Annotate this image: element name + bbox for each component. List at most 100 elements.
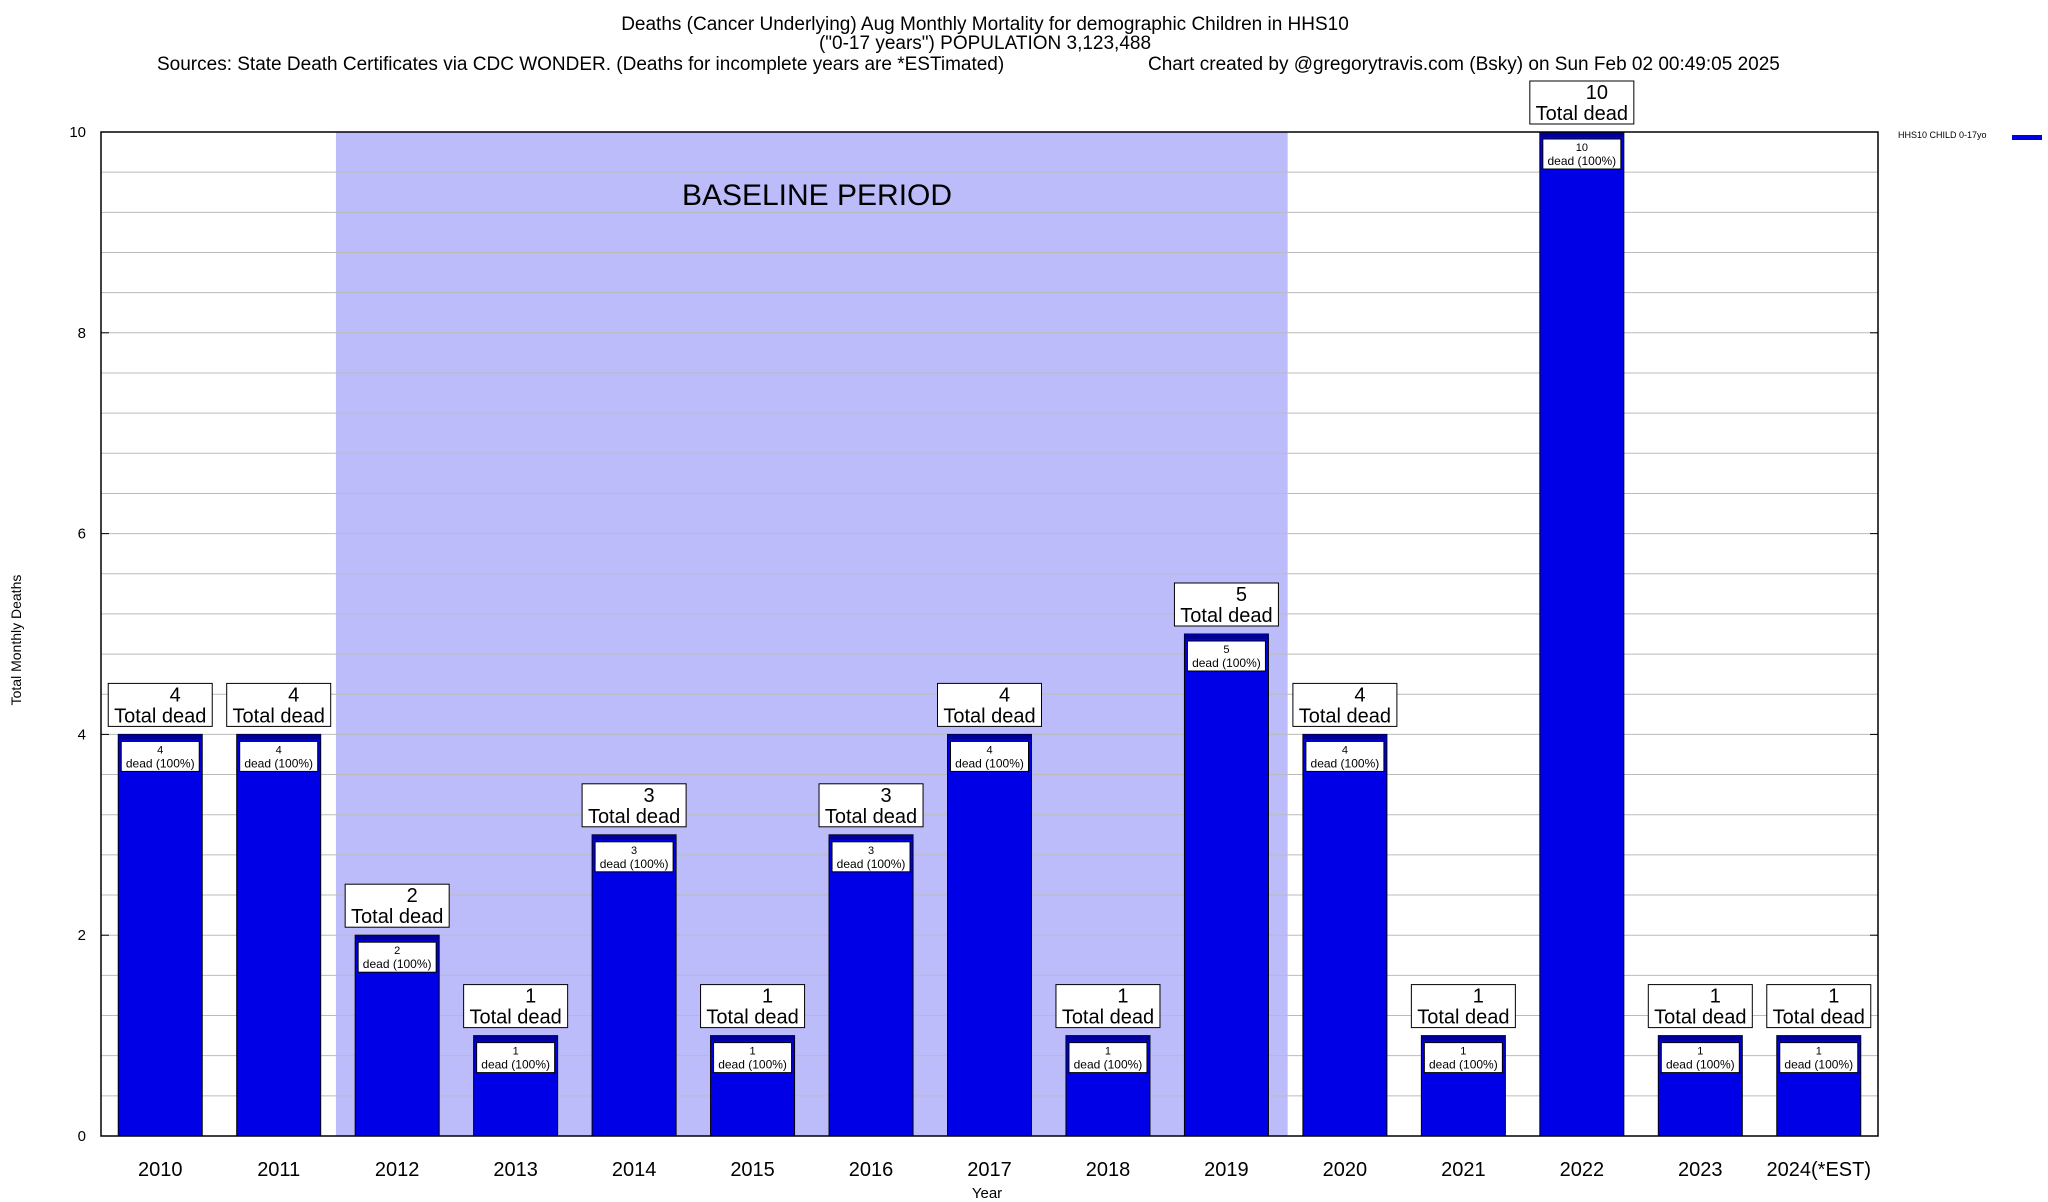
bar-top-edge [947, 734, 1032, 740]
total-label-value: 3 [880, 785, 891, 807]
total-label-box [700, 984, 806, 1029]
inner-label-value: 4 [1342, 744, 1348, 756]
total-label-text: Total dead [943, 705, 1035, 727]
x-tick-label: 2017 [967, 1159, 1012, 1181]
legend-swatch [2012, 135, 2042, 140]
total-label-box [226, 682, 332, 727]
inner-label-box [239, 740, 319, 772]
inner-label-box [831, 841, 911, 873]
inner-label-value: 1 [1105, 1046, 1111, 1058]
inner-label-text: dead (100%) [1784, 1058, 1853, 1072]
baseline-region [335, 132, 1288, 1136]
inner-label-text: dead (100%) [718, 1058, 787, 1072]
total-label-value: 1 [1117, 986, 1128, 1008]
bar-top-edge [829, 834, 914, 840]
bar [591, 834, 677, 1137]
x-tick-label: 2021 [1441, 1159, 1486, 1181]
x-tick-label: 2014 [612, 1159, 657, 1181]
x-tick-label: 2023 [1678, 1159, 1723, 1181]
y-tick-label: 6 [78, 526, 86, 543]
bar-top-edge [236, 734, 321, 740]
inner-label-box [713, 1042, 793, 1074]
chart-subtitle: ("0-17 years") POPULATION 3,123,488 [818, 33, 1152, 54]
x-tick-label: 2020 [1323, 1159, 1368, 1181]
inner-label-value: 4 [157, 744, 163, 756]
inner-label-value: 2 [394, 945, 400, 957]
bar-top-edge [473, 1035, 558, 1041]
x-tick-label: 2013 [493, 1159, 538, 1181]
total-label-box [344, 883, 450, 928]
total-label-text: Total dead [1299, 705, 1391, 727]
total-label-text: Total dead [351, 906, 443, 928]
inner-label-box [357, 941, 437, 973]
inner-label-text: dead (100%) [1074, 1058, 1143, 1072]
inner-label-value: 1 [750, 1046, 756, 1058]
inner-label-value: 3 [868, 845, 874, 857]
inner-label-text: dead (100%) [126, 756, 195, 770]
x-tick-label: 2019 [1204, 1159, 1249, 1181]
inner-label-box [476, 1042, 556, 1074]
x-axis-label: Year [971, 1185, 1003, 1202]
x-tick-label: 2022 [1560, 1159, 1605, 1181]
inner-label-text: dead (100%) [1192, 656, 1261, 670]
inner-label-value: 1 [1460, 1046, 1466, 1058]
inner-label-box [594, 841, 674, 873]
legend-entry-label: HHS10 CHILD 0-17yo [1898, 130, 1987, 140]
bar [1183, 633, 1269, 1137]
baseline-label: BASELINE PERIOD [682, 179, 952, 212]
total-label-text: Total dead [469, 1007, 561, 1029]
x-tick-label: 2016 [849, 1159, 894, 1181]
bar-top-edge [1776, 1035, 1861, 1041]
x-tick-label: 2015 [730, 1159, 775, 1181]
inner-label-value: 4 [986, 744, 992, 756]
inner-label-box [1186, 640, 1266, 672]
bar-top-edge [1302, 734, 1387, 740]
total-label-text: Total dead [1180, 605, 1272, 627]
bar-top-edge [118, 734, 203, 740]
bar [1302, 733, 1388, 1137]
total-label-box [1173, 582, 1279, 627]
total-label-text: Total dead [1773, 1007, 1865, 1029]
x-tick-label: 2010 [138, 1159, 183, 1181]
bar [236, 733, 322, 1137]
total-label-value: 1 [1473, 986, 1484, 1008]
total-label-value: 4 [1354, 684, 1365, 706]
total-label-value: 1 [525, 986, 536, 1008]
x-tick-label: 2011 [257, 1159, 300, 1181]
plot-border [100, 131, 1879, 1137]
bar [1539, 131, 1625, 1137]
total-label-text: Total dead [588, 806, 680, 828]
inner-label-value: 3 [631, 845, 637, 857]
inner-label-box [950, 740, 1029, 772]
total-label-text: Total dead [233, 705, 325, 727]
bar-top-edge [1184, 634, 1269, 639]
inner-label-text: dead (100%) [363, 957, 432, 971]
total-label-value: 1 [1710, 986, 1721, 1008]
y-axis-label: Total Monthly Deaths [8, 574, 24, 706]
total-label-value: 4 [288, 684, 299, 706]
inner-label-text: dead (100%) [1666, 1058, 1735, 1072]
total-label-box [1647, 984, 1753, 1029]
total-label-value: 1 [762, 986, 773, 1008]
inner-label-value: 1 [1816, 1046, 1822, 1058]
total-label-box [107, 682, 213, 727]
total-label-value: 4 [999, 684, 1010, 706]
x-tick-label: 2012 [375, 1159, 420, 1181]
bar-top-edge [1658, 1035, 1743, 1041]
inner-label-text: dead (100%) [244, 756, 313, 770]
inner-label-value: 1 [513, 1046, 519, 1058]
bar-top-edge [355, 935, 440, 941]
total-label-box [1292, 682, 1398, 727]
total-label-box [1766, 984, 1872, 1029]
total-label-text: Total dead [1062, 1007, 1154, 1029]
inner-label-box [1660, 1042, 1740, 1074]
inner-label-box [1542, 138, 1622, 170]
inner-label-value: 4 [276, 744, 282, 756]
total-label-value: 1 [1828, 986, 1839, 1008]
x-tick-label: 2024(*EST) [1767, 1159, 1872, 1181]
chart-sources: Sources: State Death Certificates via CD… [157, 54, 1005, 75]
total-label-value: 3 [644, 785, 655, 807]
total-label-text: Total dead [825, 806, 917, 828]
bar [117, 733, 203, 1137]
